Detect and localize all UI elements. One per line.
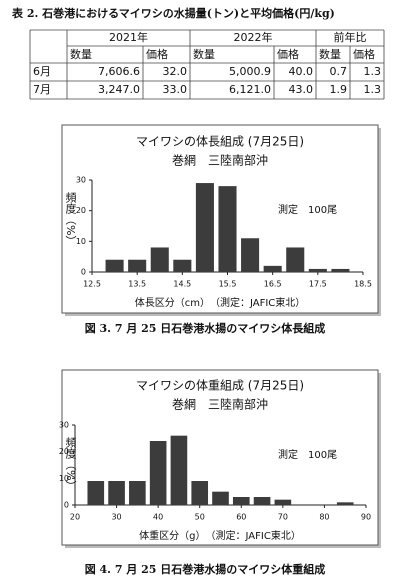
x-tick-label: 17.5 bbox=[309, 280, 327, 289]
x-tick-label: 13.5 bbox=[128, 280, 146, 289]
table-cell: 6月 bbox=[33, 65, 51, 78]
table-cell: 5,000.9 bbox=[229, 65, 271, 78]
sub-header: 価格 bbox=[146, 47, 168, 61]
table-cell: 0.7 bbox=[330, 65, 348, 78]
bar bbox=[212, 491, 229, 505]
bar bbox=[191, 481, 209, 505]
x-tick-label: 80 bbox=[319, 513, 329, 522]
bar bbox=[241, 238, 260, 272]
y-tick-label: 30 bbox=[59, 421, 69, 430]
x-tick-label: 50 bbox=[195, 513, 205, 522]
y-tick-label: 20 bbox=[76, 206, 86, 215]
bar bbox=[87, 481, 105, 505]
bar bbox=[129, 481, 146, 505]
y-tick-label: 20 bbox=[59, 447, 69, 456]
bar bbox=[331, 268, 350, 272]
sub-header: 価格 bbox=[353, 47, 375, 61]
x-tick-label: 16.5 bbox=[264, 280, 282, 289]
table-cell: 1.3 bbox=[364, 65, 382, 78]
y-tick-label: 10 bbox=[59, 474, 69, 483]
table-cell: 3,247.0 bbox=[98, 83, 140, 96]
bar bbox=[274, 499, 292, 505]
y-tick-label: 0 bbox=[64, 501, 69, 510]
group-header: 2021年 bbox=[109, 30, 148, 44]
sub-header: 価格 bbox=[277, 47, 299, 61]
table-cell: 33.0 bbox=[163, 83, 188, 96]
table-cell: 7月 bbox=[33, 83, 51, 96]
sub-header: 数量 bbox=[319, 48, 341, 61]
y-tick-label: 10 bbox=[76, 237, 86, 246]
bar bbox=[108, 481, 125, 505]
bar bbox=[336, 502, 354, 505]
bar bbox=[253, 497, 271, 505]
y-axis-label: 頻度（%） bbox=[64, 191, 77, 247]
chart-subtitle: 巻網 三陸南部沖 bbox=[172, 153, 268, 168]
x-tick-label: 60 bbox=[236, 513, 246, 522]
bar bbox=[263, 265, 282, 272]
chart-title: マイワシの体重組成 (7月25日) bbox=[136, 379, 304, 393]
sub-header: 数量 bbox=[70, 48, 92, 61]
table-cell: 32.0 bbox=[163, 65, 188, 78]
table bbox=[29, 29, 385, 100]
chart-subtitle: 巻網 三陸南部沖 bbox=[172, 397, 268, 412]
table-cell: 43.0 bbox=[289, 83, 314, 96]
bar bbox=[286, 247, 305, 272]
group-header: 2022年 bbox=[234, 30, 273, 44]
chart-title: マイワシの体長組成 (7月25日) bbox=[136, 135, 304, 149]
chart-frame bbox=[61, 369, 379, 546]
x-tick-label: 20 bbox=[70, 513, 80, 522]
x-tick-label: 15.5 bbox=[219, 280, 237, 289]
caption: 図 4. 7 月 25 日石巻港水揚のマイワシ体重組成 bbox=[85, 562, 326, 576]
annotation: 測定 100尾 bbox=[278, 203, 337, 216]
table-title: 表 2. 石巻港におけるマイワシの水揚量(トン)と平均価格(円/kg) bbox=[11, 6, 335, 20]
bar bbox=[149, 441, 167, 505]
x-tick-label: 30 bbox=[111, 513, 121, 522]
x-tick-label: 40 bbox=[153, 513, 163, 522]
x-axis-label: 体長区分（cm） （測定：JAFIC東北） bbox=[135, 296, 306, 309]
bar bbox=[128, 259, 147, 272]
y-axis-label: 頻度（%） bbox=[64, 436, 77, 492]
bar bbox=[232, 497, 250, 505]
x-axis-label: 体重区分（g） （測定：JAFIC東北） bbox=[139, 529, 301, 542]
bar bbox=[308, 268, 327, 272]
y-tick-label: 0 bbox=[81, 268, 86, 277]
x-tick-label: 90 bbox=[361, 513, 371, 522]
table-cell: 1.9 bbox=[330, 83, 348, 96]
y-tick-label: 30 bbox=[76, 176, 86, 185]
table-cell: 7,606.6 bbox=[98, 65, 140, 78]
caption: 図 3. 7 月 25 日石巻港水揚のマイワシ体長組成 bbox=[85, 321, 326, 335]
table-cell: 40.0 bbox=[289, 65, 314, 78]
x-tick-label: 70 bbox=[278, 513, 288, 522]
bar bbox=[105, 259, 124, 272]
bar bbox=[195, 183, 214, 272]
x-tick-label: 18.5 bbox=[354, 280, 372, 289]
x-tick-label: 12.5 bbox=[83, 280, 101, 289]
bar bbox=[150, 247, 169, 272]
table-cell: 1.3 bbox=[364, 83, 382, 96]
x-tick-label: 14.5 bbox=[173, 280, 191, 289]
bar bbox=[218, 186, 237, 272]
bar bbox=[170, 435, 188, 505]
annotation: 測定 100尾 bbox=[278, 448, 337, 461]
table-cell: 6,121.0 bbox=[229, 83, 271, 96]
bar bbox=[173, 259, 192, 272]
sub-header: 数量 bbox=[193, 48, 215, 61]
group-header: 前年比 bbox=[334, 30, 367, 44]
